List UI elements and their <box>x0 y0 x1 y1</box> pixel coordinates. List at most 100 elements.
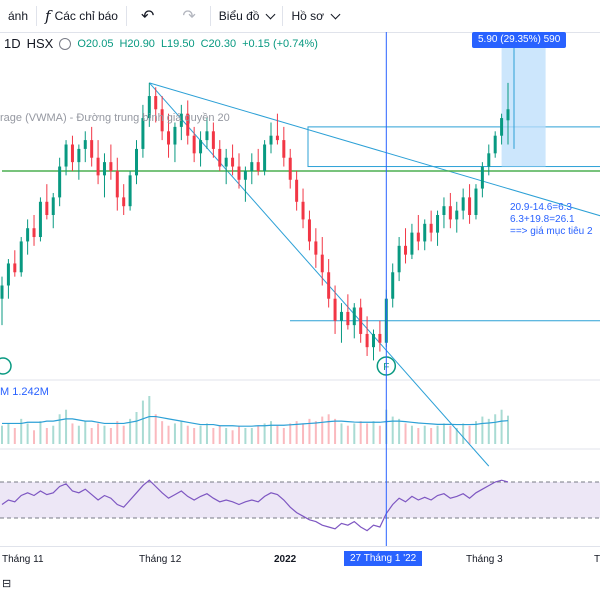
candle <box>13 250 17 277</box>
volume-bar <box>507 415 509 444</box>
candle-body <box>346 311 350 326</box>
separator <box>282 6 284 26</box>
candle-body <box>122 197 126 207</box>
candle <box>487 144 491 176</box>
candle-body <box>416 232 420 242</box>
candle <box>500 113 504 145</box>
candle-body <box>141 118 145 149</box>
volume-bar <box>282 428 285 444</box>
xaxis-label: Tháng 12 <box>139 554 182 565</box>
candle-body <box>224 157 228 167</box>
candle-body <box>0 285 4 299</box>
volume-bar <box>295 421 298 444</box>
volume-bar <box>423 425 426 444</box>
rsi-line <box>1 479 509 532</box>
candle <box>237 153 241 189</box>
volume-bar <box>468 425 471 444</box>
candle <box>167 113 171 158</box>
drawings-layer: F <box>0 46 600 467</box>
candle <box>51 192 55 229</box>
target-annotation[interactable]: 20.9-14.6=6.3 6.3+19.8=26.1 ==> giá mục … <box>510 202 593 238</box>
candle-body <box>480 166 484 189</box>
candle-body <box>333 298 337 321</box>
candle <box>275 113 279 145</box>
candle <box>250 153 254 185</box>
event-marker-icon <box>0 357 12 375</box>
candle <box>429 210 433 242</box>
volume-bar <box>180 421 183 444</box>
volume-bar <box>90 428 93 444</box>
candle <box>263 140 267 176</box>
measure-region <box>501 46 546 167</box>
volume-bar <box>270 421 273 444</box>
volume-bar <box>103 425 106 444</box>
indicators-button[interactable]: f Các chỉ báo <box>37 0 126 32</box>
candle-body <box>493 135 497 154</box>
candle-body <box>269 135 273 145</box>
candle <box>359 298 363 343</box>
candle <box>135 140 139 185</box>
candle-body <box>211 131 215 149</box>
interval-label[interactable]: 1D <box>4 36 21 51</box>
profile-menu-button[interactable]: Hồ sơ <box>283 0 347 32</box>
volume-bar <box>161 421 164 444</box>
xaxis-label: Tháng 3 <box>466 554 503 565</box>
candle <box>231 144 235 176</box>
candle-body <box>275 135 279 141</box>
measure-label: 5.90 (29.35%) 590 <box>472 32 567 48</box>
volume-bar <box>205 423 208 444</box>
candle-body <box>32 228 36 238</box>
candle <box>179 104 183 141</box>
indicators-icon: f <box>45 7 51 25</box>
partial-menu-item[interactable]: ánh <box>0 0 36 32</box>
volume-ma-line <box>2 415 509 427</box>
candle <box>410 223 414 260</box>
volume-bar <box>84 421 87 444</box>
volume-bar <box>193 428 196 444</box>
candle-body <box>135 148 139 176</box>
volume-bar <box>276 425 279 444</box>
volume-bar <box>481 416 484 444</box>
candle-body <box>461 197 465 211</box>
candle-body <box>365 333 369 348</box>
status-dot-icon <box>59 37 72 50</box>
chart-menu-button[interactable]: Biểu đồ <box>211 0 283 32</box>
undo-button[interactable]: ↶ <box>127 0 168 32</box>
candle <box>102 153 106 198</box>
candle <box>38 197 42 242</box>
volume-bar <box>148 396 151 444</box>
time-axis[interactable]: Tháng 11 Tháng 12 2022 27 Tháng 1 '22 Th… <box>0 546 600 569</box>
volume-bar <box>52 425 55 444</box>
candle <box>26 219 30 255</box>
trendline-downtrend-upper <box>149 82 600 217</box>
volume-bar <box>391 416 394 444</box>
candle-body <box>109 162 113 171</box>
candle <box>397 237 401 282</box>
redo-icon: ↷ <box>182 8 196 25</box>
chart-menu-label: Biểu đồ <box>218 9 260 23</box>
high-value: H20.90 <box>119 37 155 50</box>
volume-bar <box>65 409 68 444</box>
volume-bar <box>45 428 48 444</box>
ruler-icon[interactable]: ⊟ <box>2 578 12 590</box>
candle-body <box>38 201 42 238</box>
redo-button[interactable]: ↷ <box>168 0 209 32</box>
candle-body <box>179 113 183 127</box>
volume-bar <box>109 428 112 444</box>
separator <box>125 6 127 26</box>
close-value: C20.30 <box>200 37 237 50</box>
candle <box>269 122 273 154</box>
volume-label[interactable]: M 1.242M <box>0 386 49 398</box>
vwma-label[interactable]: rage (VWMA) - Đường trung bình giá quyền… <box>0 112 230 124</box>
volume-bar <box>353 423 356 444</box>
volume-bar <box>13 428 16 444</box>
candle-body <box>147 96 151 119</box>
volume-bar <box>442 423 445 444</box>
candle-body <box>51 197 55 215</box>
candle <box>307 210 311 251</box>
candle <box>199 131 203 167</box>
separator <box>36 6 38 26</box>
candle <box>243 166 247 202</box>
volume-bar <box>20 418 23 444</box>
